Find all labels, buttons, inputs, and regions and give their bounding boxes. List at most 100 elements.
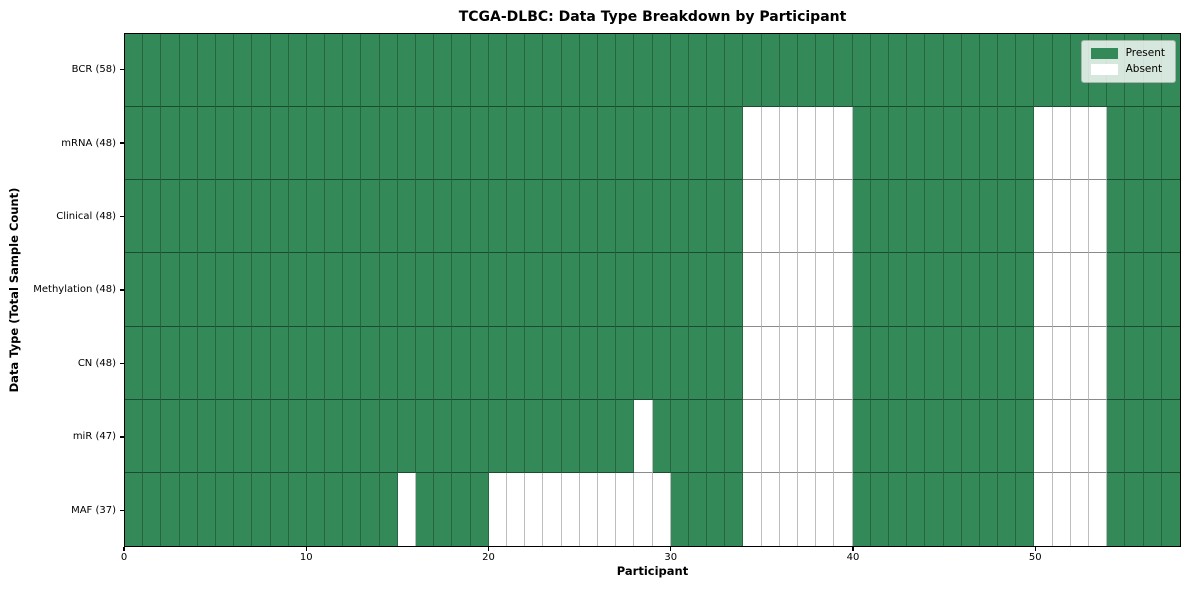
heatmap-cell [270,34,289,108]
heatmap-cell [252,180,271,254]
heatmap-cell [561,180,580,254]
heatmap-cell [1161,180,1180,254]
heatmap-cell [488,107,507,181]
heatmap-cell [779,180,799,254]
heatmap-cell [416,253,435,327]
heatmap-cell [1034,253,1053,327]
heatmap-cell [998,326,1017,400]
heatmap-cell [870,472,889,546]
heatmap-grid [125,34,1180,546]
heatmap-cell [1070,472,1090,546]
heatmap-cell [1143,326,1162,400]
heatmap-cell [470,472,489,546]
heatmap-cell [525,326,544,400]
heatmap-cell [215,107,235,181]
heatmap-cell [652,253,671,327]
heatmap-cell [306,253,326,327]
heatmap-cell [270,472,289,546]
heatmap-cell [907,180,926,254]
heatmap-cell [215,180,235,254]
heatmap-cell [161,326,180,400]
heatmap-cell [616,472,635,546]
heatmap-cell [197,107,216,181]
legend-item-present: Present [1090,47,1165,59]
heatmap-cell [761,472,780,546]
heatmap-cell [1107,326,1126,400]
heatmap-cell [616,399,635,473]
heatmap-cell [816,34,835,108]
heatmap-cell [870,34,889,108]
heatmap-cell [634,180,653,254]
heatmap-cell [197,399,216,473]
heatmap-cell [234,107,253,181]
y-axis-row: BCR (58) [0,33,124,106]
heatmap-cell [343,34,362,108]
heatmap-cell [416,34,435,108]
heatmap-cell [943,34,962,108]
heatmap-cell [1034,326,1053,400]
heatmap-cell [306,180,326,254]
heatmap-cell [306,34,326,108]
heatmap-cell [1070,326,1090,400]
heatmap-cell [270,107,289,181]
heatmap-cell [1070,253,1090,327]
heatmap-cell [1034,107,1053,181]
heatmap-cell [852,34,871,108]
heatmap-cell [1034,34,1053,108]
heatmap-cell [143,253,162,327]
heatmap-cell [1089,253,1108,327]
heatmap-cell [634,34,653,108]
heatmap-cell [870,399,889,473]
heatmap-cell [161,472,180,546]
heatmap-cell [525,399,544,473]
y-axis-row: CN (48) [0,327,124,400]
heatmap-cell [670,34,689,108]
legend-item-absent: Absent [1090,63,1165,75]
heatmap-cell [161,399,180,473]
y-tick-label: BCR (58) [71,64,116,76]
plot-area: Present Absent [124,33,1181,547]
heatmap-cell [325,34,344,108]
heatmap-cell [543,399,562,473]
heatmap-cell [1089,472,1108,546]
legend-label-present: Present [1125,47,1165,59]
heatmap-cell [1052,107,1071,181]
heatmap-cell [470,253,489,327]
heatmap-cell [215,253,235,327]
heatmap-cell [215,34,235,108]
heatmap-cell [1070,180,1090,254]
heatmap-cell [943,399,962,473]
heatmap-cell [779,107,799,181]
y-tick-mark [120,362,124,365]
heatmap-cell [470,34,489,108]
heatmap-cell [579,253,598,327]
heatmap-cell [852,180,871,254]
heatmap-cell [506,472,526,546]
heatmap-cell [1052,472,1071,546]
heatmap-cell [743,472,762,546]
heatmap-cell [434,472,453,546]
heatmap-cell [816,472,835,546]
heatmap-cell [1089,326,1108,400]
heatmap-cell [961,180,980,254]
heatmap-cell [834,326,853,400]
heatmap-cell [597,253,617,327]
heatmap-cell [707,472,726,546]
heatmap-cell [125,399,144,473]
heatmap-cell [197,180,216,254]
heatmap-cell [197,34,216,108]
heatmap-cell [288,107,307,181]
heatmap-cell [125,180,144,254]
heatmap-cell [452,180,471,254]
heatmap-cell [707,253,726,327]
heatmap-cell [816,399,835,473]
heatmap-cell [761,34,780,108]
heatmap-cell [634,253,653,327]
heatmap-cell [288,399,307,473]
heatmap-cell [961,253,980,327]
heatmap-cell [234,253,253,327]
heatmap-cell [1161,399,1180,473]
heatmap-cell [907,107,926,181]
heatmap-cell [452,107,471,181]
heatmap-cell [434,34,453,108]
